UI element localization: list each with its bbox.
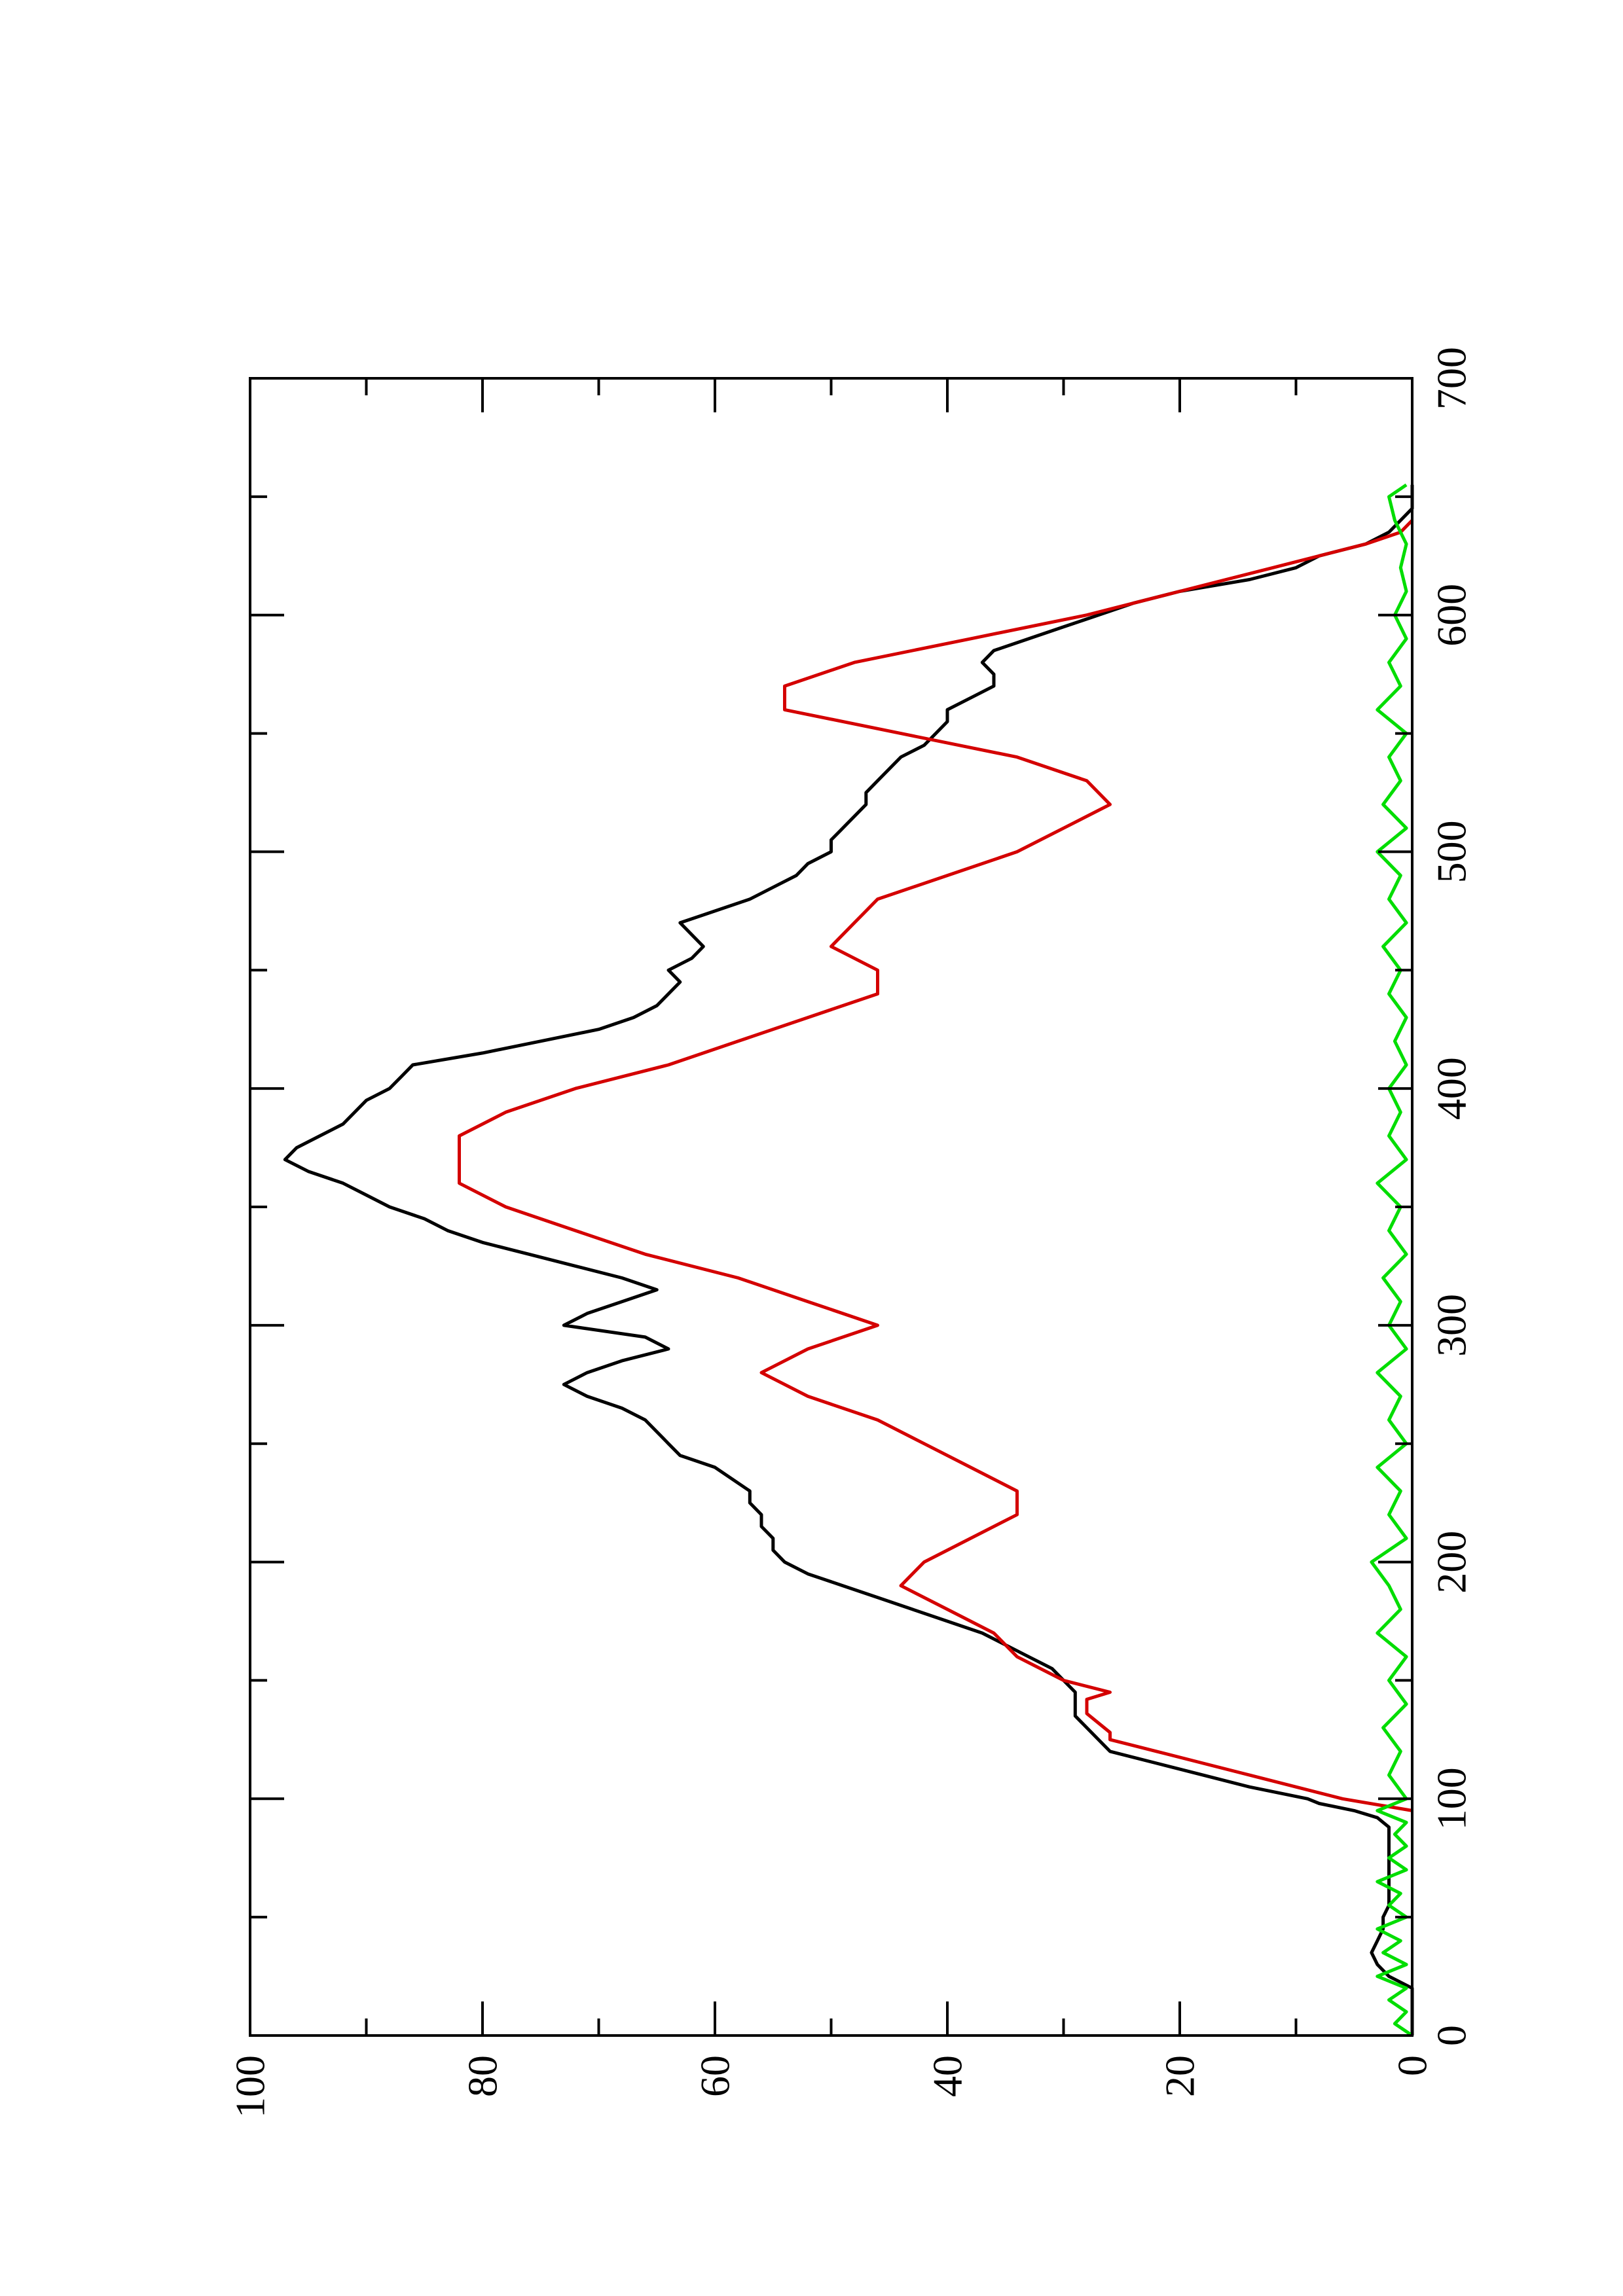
tick-labels: 0 100 200 300 400 500 600 700 0 20 40 60 80 100 bbox=[227, 347, 1475, 2118]
x-tick-label: 400 bbox=[1429, 1057, 1475, 1120]
series-line-1 bbox=[283, 484, 1414, 2036]
x-tick-label: 700 bbox=[1429, 347, 1475, 410]
series-line-3 bbox=[1370, 483, 1413, 2037]
x-tick-label: 100 bbox=[1429, 1767, 1475, 1830]
plot-frame bbox=[249, 377, 1413, 2037]
y-tick-label: 60 bbox=[692, 2055, 739, 2097]
plot-area bbox=[283, 483, 1414, 2037]
x-tick-label: 0 bbox=[1429, 2025, 1475, 2046]
y-tick-label: 20 bbox=[1157, 2055, 1203, 2097]
series-line-2 bbox=[458, 519, 1413, 1812]
axis-ticks bbox=[249, 377, 1413, 2037]
x-tick-label: 500 bbox=[1429, 820, 1475, 883]
x-tick-label: 300 bbox=[1429, 1294, 1475, 1357]
y-tick-label: 80 bbox=[460, 2055, 506, 2097]
y-tick-label: 0 bbox=[1389, 2055, 1436, 2076]
x-tick-label: 200 bbox=[1429, 1531, 1475, 1594]
y-tick-label: 40 bbox=[924, 2055, 971, 2097]
y-tick-label: 100 bbox=[227, 2055, 274, 2118]
x-tick-label: 600 bbox=[1429, 584, 1475, 647]
